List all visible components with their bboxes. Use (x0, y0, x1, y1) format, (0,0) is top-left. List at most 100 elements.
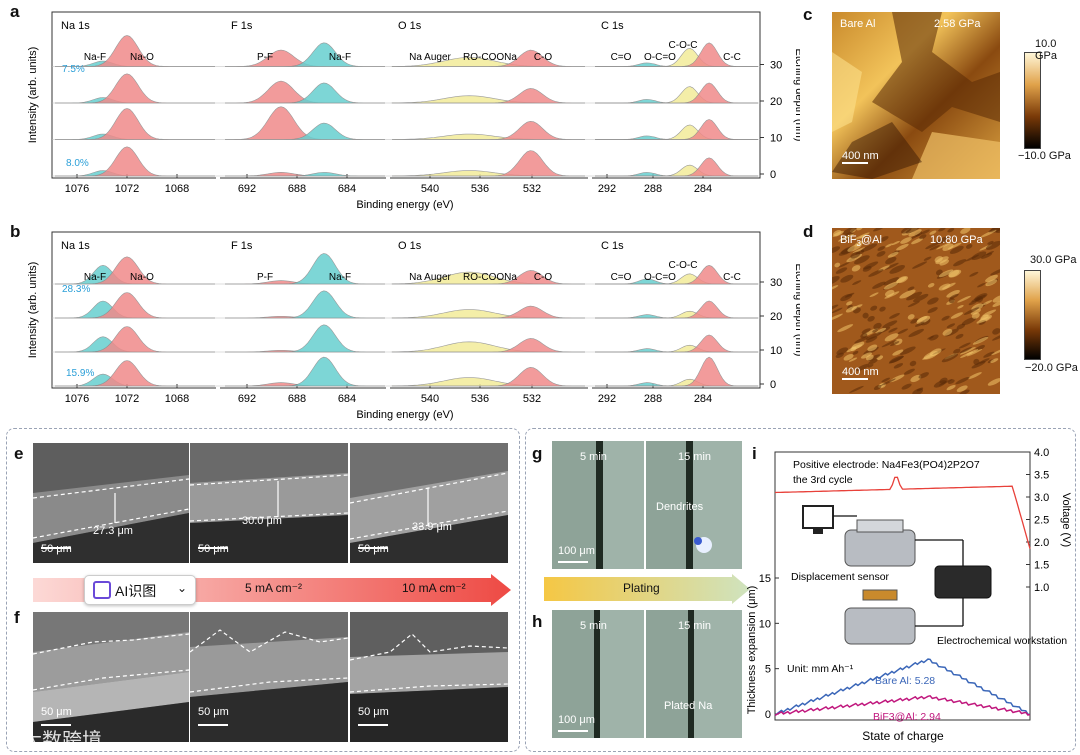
computer-stand (813, 528, 823, 534)
tick-label: 536 (471, 183, 489, 195)
panel-letter-d: d (803, 222, 814, 241)
panel-i-chart: 4.0 3.5 3.0 2.5 2.0 1.5 1.0 Voltage (V) 15 10 5 0 Th… (746, 447, 1072, 743)
peak-label: C-C (723, 52, 741, 63)
xps-peak (392, 270, 585, 285)
afm-grain (985, 279, 998, 287)
voltage-curve (774, 476, 1031, 549)
afm-grain (990, 268, 1000, 276)
afm-grain (842, 228, 857, 235)
afm-grain (929, 245, 940, 251)
afm-grain (923, 256, 932, 261)
afm-grain (908, 229, 922, 237)
afm-grain (980, 229, 997, 238)
sem-e-image-2: 30.0 μm 50 μm (190, 443, 348, 563)
peak-label: C-O (534, 52, 553, 63)
xps-peak (595, 164, 758, 177)
voltage-axis-label: Voltage (V) (1060, 493, 1072, 547)
afm-grain (960, 228, 971, 234)
voltage-tick-label: 2.5 (1034, 515, 1049, 527)
cycle-label: the 3rd cycle (793, 474, 853, 486)
afm-grain (838, 233, 854, 242)
afm-grain (887, 251, 899, 258)
afm-grain (950, 312, 964, 319)
afm-grain (884, 262, 899, 270)
afm-grain (861, 328, 871, 334)
afm-grain (867, 315, 875, 322)
afm-grain (846, 344, 863, 353)
afm-grain (911, 237, 924, 245)
afm-grain (920, 229, 930, 235)
afm-d-value: 10.80 GPa (930, 234, 983, 246)
peak-label: Na-F (84, 52, 106, 63)
afm-grain (901, 228, 912, 234)
afm-grain (885, 243, 893, 248)
cell-top (844, 529, 916, 567)
xps-peak (55, 326, 215, 353)
afm-grain (925, 241, 940, 250)
afm-grain (990, 358, 999, 363)
xps-peak (225, 42, 385, 67)
afm-grain (896, 276, 908, 284)
afm-grain (958, 342, 971, 349)
panel-letter-h: h (532, 612, 543, 631)
optical-g-time-1: 5 min (580, 451, 607, 463)
region-title: O 1s (398, 20, 422, 32)
xps-peak (595, 344, 758, 353)
afm-grain (845, 306, 857, 313)
depth-axis-label: Etching depth (nm) (793, 49, 800, 142)
panel-letter-f: f (14, 608, 20, 627)
dendrites-label: Dendrites (656, 501, 704, 513)
sem-e-image-1: 27.3 μm 50 μm (33, 443, 189, 563)
ai-recognize-button[interactable]: AI识图 ⌄ (84, 575, 196, 605)
afm-c-colorbar (1024, 52, 1041, 149)
afm-grain (897, 328, 909, 334)
afm-grain (836, 347, 849, 355)
voltage-tick-label: 3.5 (1034, 470, 1049, 482)
afm-grain (958, 389, 970, 394)
tick-label: 1072 (115, 393, 139, 405)
afm-grain (983, 351, 995, 358)
tick-label: 1076 (65, 393, 89, 405)
percent-top: 28.3% (62, 284, 90, 295)
afm-grain (971, 251, 987, 261)
afm-grain (982, 300, 993, 306)
tick-label: 692 (238, 393, 256, 405)
afm-grain (901, 383, 912, 390)
xps-peak (595, 300, 758, 319)
afm-grain (947, 228, 955, 233)
afm-grain (889, 313, 900, 319)
afm-grain (893, 363, 904, 369)
xps-peak (595, 86, 758, 104)
optical-g-image-1: 5 min 100 μm (552, 441, 644, 569)
afm-c-cb-bottom: −10.0 GPa (1018, 150, 1071, 162)
tick-label: 284 (694, 183, 712, 195)
region-title: F 1s (231, 20, 253, 32)
xps-peak (225, 253, 385, 285)
thickness-tick-label: 15 (759, 573, 771, 585)
tick-label: 288 (644, 393, 662, 405)
afm-grain (852, 247, 866, 254)
workstation-label: Electrochemical workstation (937, 635, 1067, 647)
sem-scalebar (358, 547, 388, 549)
optical-g-time-2: 15 min (678, 451, 712, 463)
afm-grain (965, 254, 980, 262)
tick-label: 1072 (115, 183, 139, 195)
xps-peak (595, 157, 758, 177)
xps-frame (51, 11, 761, 179)
afm-image-bare: Bare Al 2.58 GPa 400 nm (832, 12, 1000, 179)
afm-grain (991, 348, 1000, 356)
tick-label: 692 (238, 183, 256, 195)
sem-scalebar (41, 547, 71, 549)
peak-label: RO-COONa (463, 272, 517, 283)
afm-grain (929, 334, 939, 341)
depth-label: 0 (770, 169, 776, 181)
optical-h-time-2: 15 min (678, 620, 712, 632)
afm-grain (927, 283, 935, 288)
afm-grain (832, 304, 839, 311)
peak-label: C=O (611, 52, 632, 63)
sem-scalebar (358, 724, 388, 726)
afm-grain (832, 276, 840, 285)
afm-grain (862, 265, 872, 272)
afm-grain (955, 376, 970, 385)
xps-peak (55, 360, 215, 387)
